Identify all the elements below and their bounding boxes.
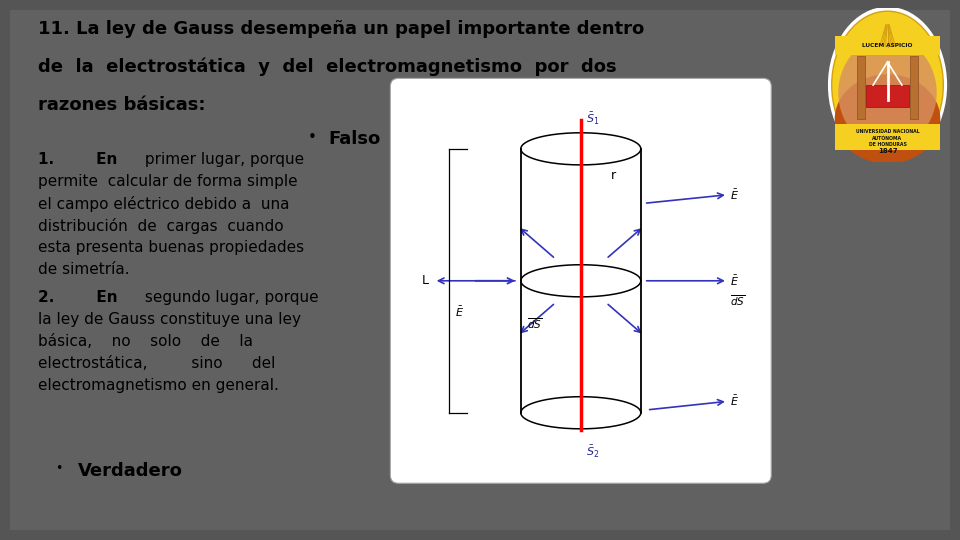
Text: básica,    no    solo    de    la: básica, no solo de la — [38, 334, 253, 349]
Text: •: • — [55, 462, 62, 475]
Text: electrostática,         sino      del: electrostática, sino del — [38, 356, 276, 371]
Text: 11. La ley de Gauss desempeña un papel importante dentro: 11. La ley de Gauss desempeña un papel i… — [38, 20, 644, 38]
Text: UNIVERSIDAD NACIONAL: UNIVERSIDAD NACIONAL — [855, 129, 920, 134]
Text: $\bar{S}_1$: $\bar{S}_1$ — [586, 111, 599, 127]
Text: $\bar{E}$: $\bar{E}$ — [730, 394, 738, 408]
FancyBboxPatch shape — [866, 85, 909, 106]
Ellipse shape — [835, 75, 940, 164]
Text: AUTÓNOMA: AUTÓNOMA — [873, 136, 902, 140]
Text: de  la  electrostática  y  del  electromagnetismo  por  dos: de la electrostática y del electromagnet… — [38, 58, 616, 77]
FancyBboxPatch shape — [835, 124, 940, 150]
Text: $\overline{dS}$: $\overline{dS}$ — [730, 294, 745, 308]
Text: razones básicas:: razones básicas: — [38, 96, 205, 114]
FancyBboxPatch shape — [835, 36, 940, 55]
Text: el campo eléctrico debido a  una: el campo eléctrico debido a una — [38, 196, 290, 212]
Text: segundo lugar, porque: segundo lugar, porque — [140, 290, 319, 305]
FancyBboxPatch shape — [857, 56, 865, 119]
Ellipse shape — [838, 37, 937, 148]
Text: L: L — [421, 274, 429, 287]
Text: r: r — [611, 169, 616, 182]
Text: la ley de Gauss constituye una ley: la ley de Gauss constituye una ley — [38, 312, 301, 327]
FancyBboxPatch shape — [10, 10, 950, 530]
FancyBboxPatch shape — [910, 56, 918, 119]
Text: esta presenta buenas propiedades: esta presenta buenas propiedades — [38, 240, 304, 255]
Text: $\overline{dS}$: $\overline{dS}$ — [527, 316, 542, 331]
Text: $\bar{E}$: $\bar{E}$ — [455, 305, 464, 320]
Text: distribución  de  cargas  cuando: distribución de cargas cuando — [38, 218, 283, 234]
Text: $\bar{E}$: $\bar{E}$ — [730, 274, 738, 288]
Text: Verdadero: Verdadero — [78, 462, 182, 480]
Text: Falso: Falso — [328, 130, 380, 148]
Text: de simetría.: de simetría. — [38, 262, 130, 277]
Text: DE HONDURAS: DE HONDURAS — [869, 142, 906, 147]
Text: •: • — [308, 130, 317, 145]
Text: 1847: 1847 — [877, 148, 898, 154]
Ellipse shape — [829, 8, 946, 162]
Text: permite  calcular de forma simple: permite calcular de forma simple — [38, 174, 298, 189]
Text: primer lugar, porque: primer lugar, porque — [140, 152, 304, 167]
Text: 1.        En: 1. En — [38, 152, 117, 167]
Text: $\bar{S}_2$: $\bar{S}_2$ — [586, 444, 599, 460]
Text: LUCEM ASPICIO: LUCEM ASPICIO — [862, 43, 913, 48]
Text: electromagnetismo en general.: electromagnetismo en general. — [38, 378, 278, 393]
Text: $\bar{E}$: $\bar{E}$ — [730, 187, 738, 202]
FancyBboxPatch shape — [391, 78, 771, 483]
Text: 2.        En: 2. En — [38, 290, 118, 305]
Ellipse shape — [831, 11, 944, 159]
